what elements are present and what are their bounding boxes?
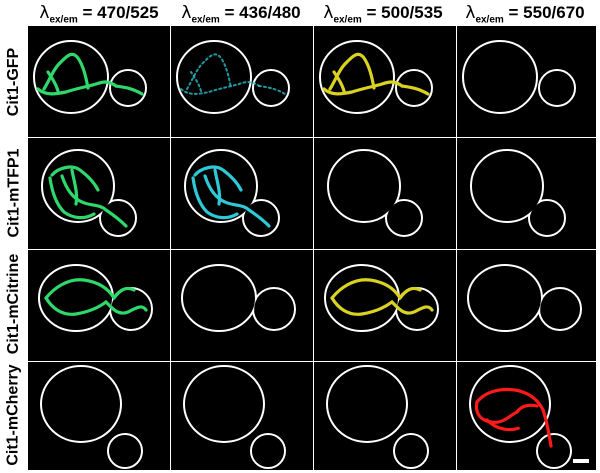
panel-r1-c3 (314, 26, 456, 137)
mitochondria-signal (36, 80, 118, 96)
mitochondria-signal (104, 300, 148, 315)
mitochondria-signal (258, 85, 286, 95)
panel-r4-c4 (457, 362, 596, 470)
cell-outline (324, 264, 400, 332)
mitochondria-signal (190, 71, 202, 92)
bud-outline (536, 433, 572, 469)
row-label-4: Cit1-mCherry (5, 363, 23, 466)
panel-r4-c3 (314, 362, 456, 470)
bud-outline (109, 69, 147, 107)
bud-outline (99, 199, 137, 237)
mitochondria-signal (328, 52, 376, 91)
bud-outline (252, 69, 290, 107)
cell-outline (326, 365, 408, 443)
cell-outline (181, 264, 257, 332)
mitochondria-signal (70, 168, 79, 206)
mitochondria-signal (515, 403, 539, 414)
panel-r1-c1 (28, 26, 170, 137)
bud-outline (250, 433, 286, 469)
panel-r4-c1 (28, 362, 170, 470)
mitochondria-signal (398, 286, 422, 300)
row-label-3: Cit1-mCitrine (5, 253, 23, 354)
panel-r2-c1 (28, 138, 170, 249)
mitochondria-signal (48, 176, 96, 220)
column-header-2: λex/em = 436/480 (181, 3, 301, 26)
panel-r3-c3 (314, 250, 456, 361)
panel-r1-c4 (457, 26, 596, 137)
bud-interior (540, 289, 580, 329)
bud-outline (538, 69, 576, 107)
panel-r2-c2 (171, 138, 313, 249)
bud-interior (530, 201, 564, 235)
mitochondria-signal (322, 80, 404, 96)
column-header-4: λex/em = 550/670 (465, 3, 585, 26)
cell-outline (470, 149, 544, 223)
panel-r2-c3 (314, 138, 456, 249)
cell-outline (183, 365, 265, 443)
mitochondria-signal (203, 174, 251, 212)
mitochondria-signal (42, 52, 90, 91)
panel-r4-c2 (171, 362, 313, 470)
bud-interior (252, 435, 284, 467)
cell-outline (40, 365, 122, 443)
bud-interior (254, 289, 294, 329)
mitochondria-signal (332, 70, 346, 93)
scale-bar (573, 459, 589, 463)
mitochondria-signal (213, 168, 222, 206)
mitochondria-signal (46, 70, 60, 93)
mitochondria-signal (330, 296, 394, 316)
mitochondria-signal (112, 286, 136, 300)
panel-r1-c2 (171, 26, 313, 137)
panel-r3-c4 (457, 250, 596, 361)
bud-outline (107, 433, 143, 469)
row-labels: Cit1-GFP Cit1-mTFP1 Cit1-mCitrine Cit1-m… (0, 26, 28, 470)
cell-outline (462, 40, 538, 114)
mitochondria-signal (60, 174, 108, 212)
cell-outline (467, 264, 543, 332)
cell-outline (327, 149, 401, 223)
mitochondria-signal (193, 165, 243, 192)
mitochondria-signal (247, 208, 271, 228)
mitochondria-signal (485, 418, 521, 432)
mitochondria-signal (390, 300, 434, 315)
mitochondria-signal (186, 53, 232, 90)
mitochondria-signal (541, 408, 553, 448)
bud-outline (385, 199, 423, 237)
bud-outline (528, 199, 566, 237)
column-header-3: λex/em = 500/535 (323, 3, 443, 26)
column-header-1: λex/em = 470/525 (39, 3, 159, 26)
row-label-2: Cit1-mTFP1 (5, 148, 22, 237)
column-headers: λex/em = 470/525 λex/em = 436/480 λex/em… (28, 0, 596, 26)
mitochondria-signal (191, 176, 239, 220)
bud-outline (395, 69, 433, 107)
mitochondria-signal (44, 278, 116, 300)
panel-r3-c1 (28, 250, 170, 361)
mitochondria-signal (50, 165, 100, 192)
bud-interior (538, 435, 570, 467)
mitochondria-signal (330, 278, 402, 300)
row-label-1: Cit1-GFP (5, 47, 23, 116)
bud-interior (395, 435, 427, 467)
cell-outline (33, 40, 109, 114)
mitochondria-signal (400, 84, 430, 96)
cell-outline (176, 40, 252, 114)
micrograph-panels (28, 26, 596, 470)
mitochondria-signal (114, 84, 144, 96)
cell-outline (38, 264, 114, 332)
panel-r2-c4 (457, 138, 596, 249)
bud-interior (109, 435, 141, 467)
micrograph-grid (28, 26, 596, 470)
bud-interior (387, 201, 421, 235)
mitochondria-signal (180, 81, 260, 95)
cell-outline (319, 40, 395, 114)
mitochondria-signal (104, 208, 128, 228)
panel-r3-c2 (171, 250, 313, 361)
mitochondria-signal (44, 296, 108, 316)
bud-interior (540, 71, 574, 105)
mitochondria-signal (475, 387, 545, 412)
bud-outline (242, 199, 280, 237)
bud-outline (393, 433, 429, 469)
